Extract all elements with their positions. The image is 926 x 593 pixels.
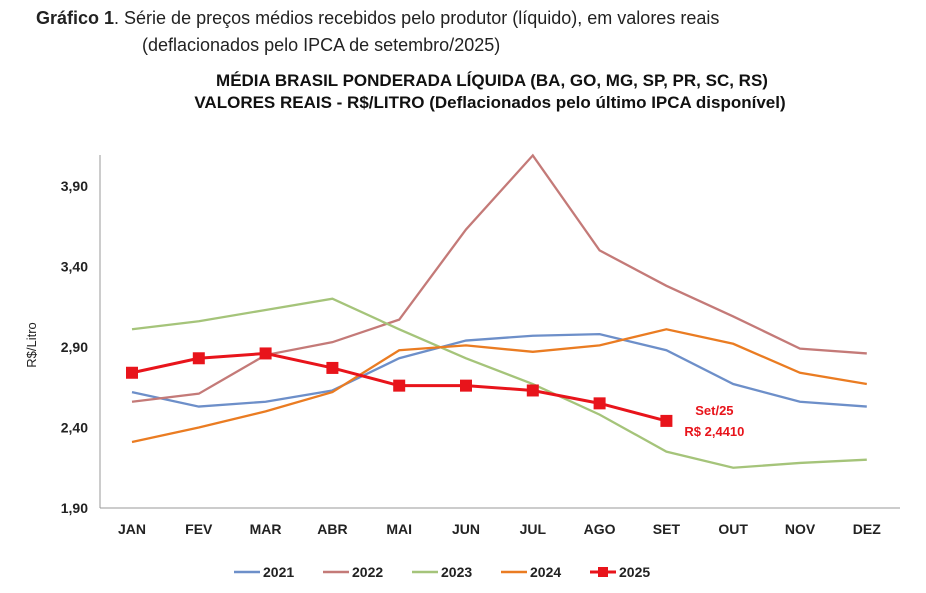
caption-label: Gráfico 1 [36, 8, 115, 28]
chart-title: MÉDIA BRASIL PONDERADA LÍQUIDA (BA, GO, … [216, 71, 768, 90]
annotation-value: R$ 2,4410 [684, 424, 744, 439]
series-line-2024 [131, 328, 867, 444]
legend-label: 2024 [530, 564, 561, 580]
y-tick-label: 1,90 [61, 500, 88, 516]
series-line-2023 [131, 297, 867, 469]
chart-subtitle: VALORES REAIS - R$/LITRO (Deflacionados … [194, 93, 785, 112]
x-tick-label: OUT [718, 521, 748, 537]
y-tick-label: 2,40 [61, 420, 88, 436]
x-tick-label: FEV [185, 521, 213, 537]
data-point-2025 [192, 352, 205, 365]
x-tick-label: JAN [118, 521, 146, 537]
data-point-2025 [326, 361, 339, 374]
x-tick-label: DEZ [853, 521, 881, 537]
data-point-2025 [660, 414, 673, 427]
figure-caption: Gráfico 1. Série de preços médios recebi… [36, 8, 719, 29]
data-point-2025 [393, 379, 406, 392]
y-tick-label: 3,90 [61, 178, 88, 194]
data-point-2025 [460, 379, 472, 392]
x-tick-label: JUL [520, 521, 547, 537]
legend-label: 2022 [352, 564, 383, 580]
annotation-label: Set/25 [695, 403, 733, 418]
legend-label: 2023 [441, 564, 472, 580]
legend-label: 2025 [619, 564, 650, 580]
x-tick-label: NOV [785, 521, 816, 537]
x-tick-label: ABR [317, 521, 347, 537]
legend-marker [598, 567, 608, 577]
data-point-2025 [126, 366, 138, 379]
caption-line2: (deflacionados pelo IPCA de setembro/202… [142, 35, 501, 55]
x-tick-label: MAR [250, 521, 282, 537]
x-tick-label: SET [653, 521, 681, 537]
x-tick-label: JUN [452, 521, 480, 537]
data-point-2025 [526, 384, 539, 397]
data-point-2025 [259, 347, 272, 360]
y-tick-label: 2,90 [61, 339, 88, 355]
y-tick-label: 3,40 [61, 259, 88, 275]
data-point-2025 [593, 397, 606, 410]
x-tick-label: AGO [584, 521, 616, 537]
series-line-2022 [131, 153, 867, 403]
legend-label: 2021 [263, 564, 294, 580]
caption-line1: . Série de preços médios recebidos pelo … [114, 8, 720, 28]
x-tick-label: MAI [386, 521, 412, 537]
series-line-2021 [131, 332, 867, 408]
y-axis-label: R$/Litro [24, 322, 39, 368]
